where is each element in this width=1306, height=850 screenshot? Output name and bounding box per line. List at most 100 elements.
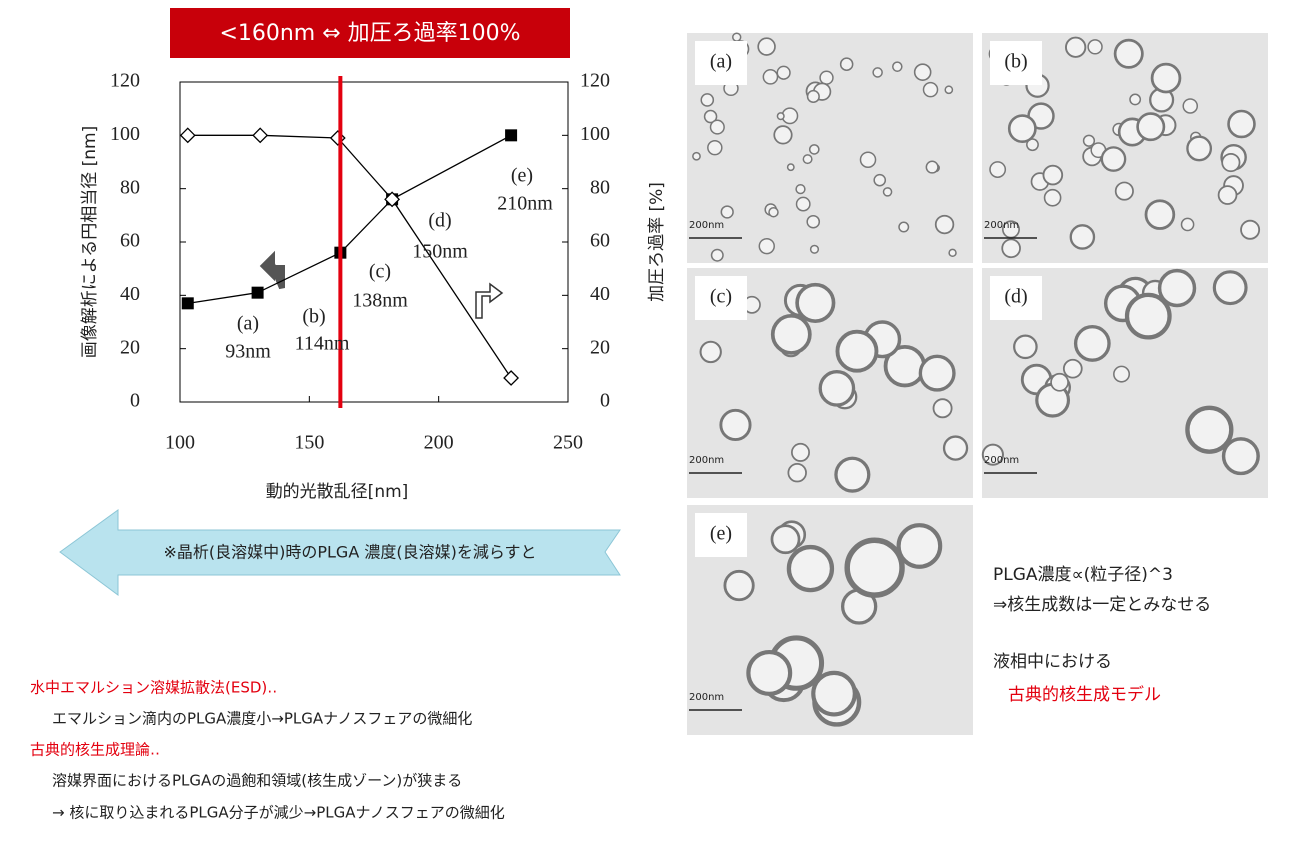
particle: [1185, 405, 1234, 454]
particle: [1212, 270, 1248, 306]
particle: [1114, 181, 1134, 201]
scale-label: 200nm: [984, 220, 1019, 231]
marker-square: [505, 129, 518, 142]
particle: [934, 214, 955, 235]
particle: [1182, 98, 1199, 114]
particle: [1150, 62, 1182, 94]
particle: [1221, 437, 1260, 476]
annotation: (c): [369, 261, 391, 283]
arrow-icon: [259, 250, 285, 290]
y-tick-label: 60: [120, 230, 140, 252]
particle: [1136, 112, 1166, 142]
marker-square: [251, 286, 264, 299]
y2-tick-label: 0: [600, 390, 610, 412]
panel-label: (c): [710, 286, 732, 308]
particle: [1180, 217, 1195, 232]
particle: [1144, 199, 1176, 230]
particle: [1050, 372, 1069, 392]
panel-label-box: [695, 513, 747, 557]
particle: [818, 370, 856, 407]
particle: [1113, 38, 1144, 69]
particle: [1007, 114, 1037, 144]
right-text: PLGA濃度∝(粒子径)^3: [993, 565, 1173, 585]
particle: [892, 61, 903, 72]
particle: [806, 214, 821, 229]
particle: [808, 144, 820, 155]
panel-label-box: [695, 276, 747, 320]
annotation: 138nm: [352, 290, 408, 312]
y2-tick-label: 40: [590, 283, 610, 305]
particle: [710, 248, 724, 262]
particle: [795, 196, 811, 212]
scale-label: 200nm: [689, 455, 724, 466]
annotation: 114nm: [295, 333, 350, 355]
y-axis-label: 画像解析による円相当径 [nm]: [80, 126, 100, 359]
particle: [882, 187, 893, 197]
arrow-text: ※晶析(良溶媒中)時のPLGA 濃度(良溶媒)を減らすと: [163, 543, 536, 562]
particle: [1042, 164, 1064, 186]
particle: [944, 85, 954, 95]
right-text: 古典的核生成モデル: [1008, 684, 1161, 705]
note: → 核に取り込まれるPLGA分子が減少→PLGAナノスフェアの微細化: [52, 804, 505, 822]
particle: [932, 398, 953, 419]
particle: [802, 154, 813, 165]
particle: [1073, 325, 1111, 362]
particle: [732, 32, 742, 42]
particle: [1082, 134, 1096, 147]
x-tick-label: 250: [553, 432, 583, 454]
panel-label-box: [990, 41, 1042, 85]
annotation: 210nm: [497, 193, 553, 215]
particle: [1087, 39, 1103, 55]
particle: [768, 206, 779, 218]
scale-label: 200nm: [984, 455, 1019, 466]
particle: [773, 125, 793, 145]
banner: [170, 8, 570, 58]
particle: [770, 524, 801, 555]
y2-tick-label: 100: [580, 123, 610, 145]
particle: [786, 163, 795, 172]
panel-label-box: [990, 276, 1042, 320]
note: 水中エマルション溶媒拡散法(ESD)‥: [30, 679, 277, 697]
particle: [806, 89, 820, 104]
particle: [898, 221, 910, 233]
particle: [1001, 238, 1021, 259]
note: エマルション滴内のPLGA濃度小→PLGAナノスフェアの微細化: [52, 710, 472, 728]
x-tick-label: 100: [165, 432, 195, 454]
particle: [795, 183, 806, 195]
particle: [942, 435, 969, 461]
particle: [925, 160, 939, 174]
y-tick-label: 0: [130, 390, 140, 412]
particle: [981, 443, 1004, 466]
particle: [809, 244, 820, 254]
left-arrow: [59, 509, 621, 596]
particle: [918, 354, 956, 392]
particle: [819, 70, 834, 85]
particle: [839, 57, 854, 71]
particle: [1113, 365, 1131, 383]
note: 溶媒界面におけるPLGAの過飽和領域(核生成ゾーン)が狭まる: [52, 772, 462, 790]
panel-label: (e): [710, 523, 732, 545]
particle: [776, 65, 791, 80]
panel-label: (b): [1004, 51, 1027, 73]
marker-diamond: [503, 370, 520, 386]
particle: [1064, 36, 1087, 58]
particle: [776, 112, 785, 121]
particle: [709, 119, 725, 135]
particle: [692, 151, 701, 161]
x-tick-label: 200: [424, 432, 454, 454]
particle: [699, 340, 722, 364]
y2-tick-label: 120: [580, 70, 610, 92]
particle: [758, 237, 775, 255]
particle: [913, 63, 932, 81]
particle: [700, 93, 715, 107]
marker-diamond: [384, 191, 401, 208]
note: 古典的核生成理論‥: [30, 741, 160, 759]
panel-label: (a): [710, 51, 732, 73]
right-text: 液相中における: [993, 652, 1112, 672]
panel-label: (d): [1004, 286, 1027, 308]
particle: [786, 544, 835, 593]
particle: [1043, 188, 1062, 207]
particle: [922, 81, 939, 98]
particle: [811, 670, 857, 717]
particle: [1026, 138, 1039, 152]
